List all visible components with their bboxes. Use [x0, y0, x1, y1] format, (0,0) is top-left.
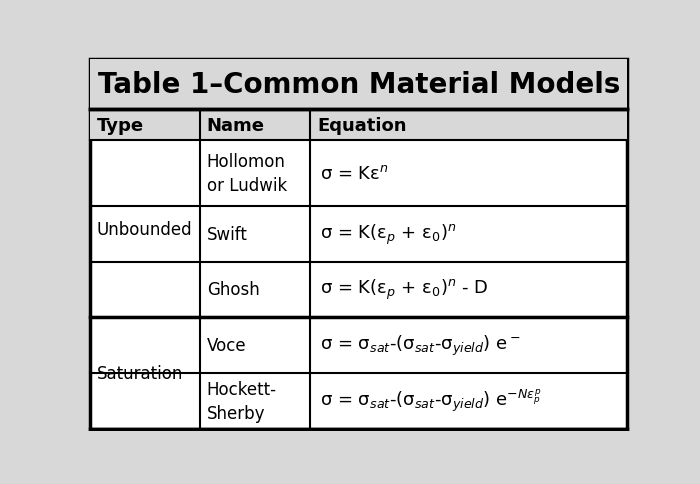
Text: σ = Kε$^n$: σ = Kε$^n$ [320, 165, 389, 183]
Text: Voce: Voce [206, 336, 246, 354]
Text: Hockett-
Sherby: Hockett- Sherby [206, 380, 276, 422]
Text: Equation: Equation [317, 117, 407, 135]
Text: Unbounded: Unbounded [97, 220, 192, 238]
Text: Saturation: Saturation [97, 364, 183, 382]
Text: σ = σ$_{sat}$-(σ$_{sat}$-σ$_{yield}$) e$^-$: σ = σ$_{sat}$-(σ$_{sat}$-σ$_{yield}$) e$… [320, 333, 521, 357]
Text: Ghosh: Ghosh [206, 281, 260, 299]
Text: σ = K(ε$_p$ + ε$_0$)$^n$: σ = K(ε$_p$ + ε$_0$)$^n$ [320, 222, 456, 246]
Bar [90, 110, 627, 141]
Text: Swift: Swift [206, 225, 248, 243]
Text: Name: Name [206, 117, 265, 135]
Text: Type: Type [97, 117, 144, 135]
Text: σ = K(ε$_p$ + ε$_0$)$^n$ - D: σ = K(ε$_p$ + ε$_0$)$^n$ - D [320, 278, 489, 302]
Bar [90, 60, 627, 110]
Text: Table 1–Common Material Models: Table 1–Common Material Models [97, 71, 620, 99]
Text: σ = σ$_{sat}$-(σ$_{sat}$-σ$_{yield}$) e$^{-Nε_p^p}$: σ = σ$_{sat}$-(σ$_{sat}$-σ$_{yield}$) e$… [320, 387, 542, 415]
Text: Hollomon
or Ludwik: Hollomon or Ludwik [206, 153, 287, 195]
